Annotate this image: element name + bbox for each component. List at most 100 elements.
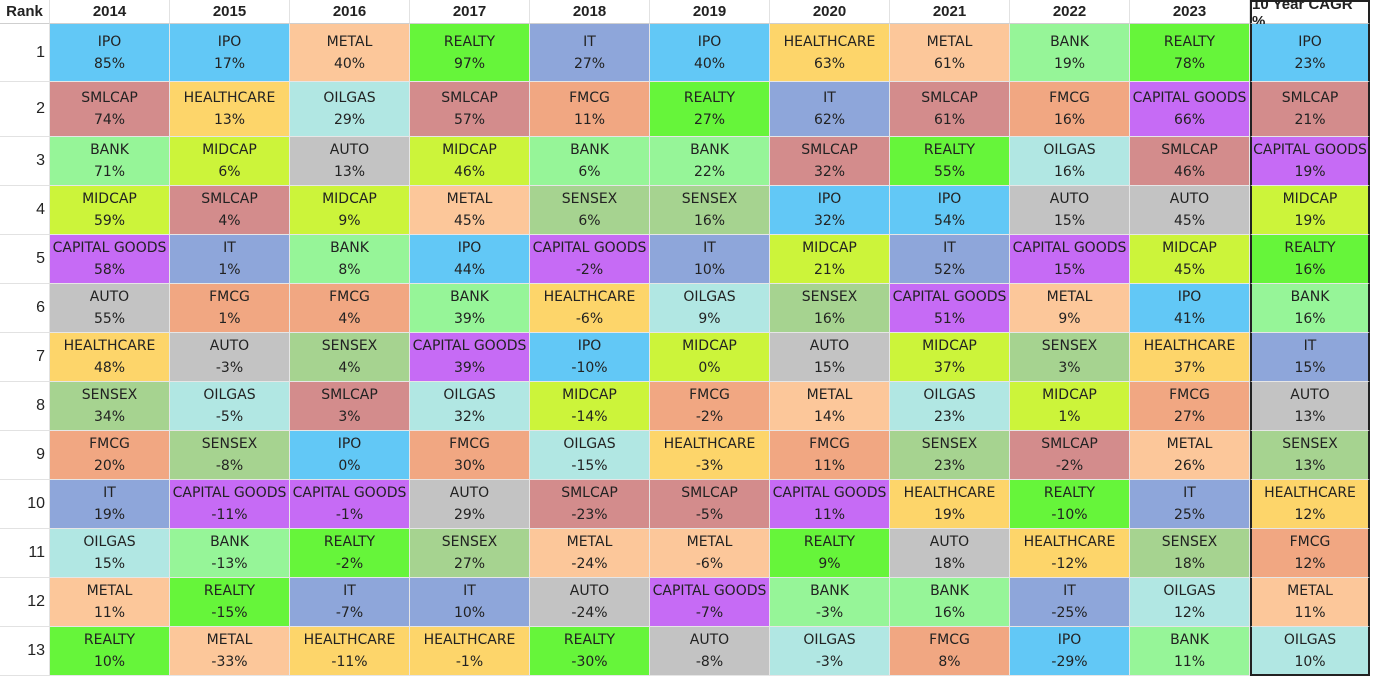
- sector-cell: IT 62%: [770, 82, 890, 137]
- return-value: 17%: [213, 55, 246, 72]
- return-value: -7%: [695, 605, 724, 621]
- return-value: 19%: [1294, 213, 1326, 229]
- sector-cell: SMLCAP 32%: [770, 137, 890, 186]
- rank-label: 3: [0, 137, 50, 186]
- return-value: 8%: [938, 654, 961, 670]
- return-value: -23%: [571, 507, 608, 523]
- sector-cell: AUTO -8%: [650, 627, 770, 676]
- sector-cell: FMCG -2%: [650, 382, 770, 431]
- sector-cell: SENSEX 27%: [410, 529, 530, 578]
- return-value: 13%: [333, 164, 366, 180]
- sector-name: MIDCAP: [1162, 240, 1217, 256]
- sector-name: SENSEX: [321, 338, 378, 354]
- sector-name: HEALTHCARE: [183, 90, 276, 106]
- return-value: 85%: [93, 55, 126, 72]
- sector-name: METAL: [326, 33, 373, 50]
- return-value: 18%: [933, 556, 966, 572]
- sector-name: REALTY: [1284, 240, 1336, 256]
- return-value: 41%: [1173, 311, 1206, 327]
- sector-name: SENSEX: [1161, 534, 1218, 550]
- return-value: 57%: [453, 112, 486, 128]
- return-value: 40%: [693, 55, 726, 72]
- return-value: 11%: [1294, 605, 1326, 621]
- sector-name: SMLCAP: [921, 90, 978, 106]
- sector-name: BANK: [570, 142, 609, 158]
- sector-cell: METAL 9%: [1010, 284, 1130, 333]
- return-value: -11%: [211, 507, 248, 523]
- sector-name: HEALTHCARE: [1264, 485, 1356, 501]
- sector-cell: IT 52%: [890, 235, 1010, 284]
- sector-name: IT: [703, 240, 716, 256]
- sector-name: MIDCAP: [922, 338, 977, 354]
- sector-cell: CAPITAL GOODS 11%: [770, 480, 890, 529]
- return-value: 62%: [813, 112, 846, 128]
- sector-cell: CAPITAL GOODS 58%: [50, 235, 170, 284]
- sector-name: HEALTHCARE: [543, 289, 636, 305]
- sector-cell: OILGAS 15%: [50, 529, 170, 578]
- sector-cell: IPO 40%: [650, 24, 770, 82]
- sector-cell: SENSEX 23%: [890, 431, 1010, 480]
- return-value: 45%: [1173, 213, 1206, 229]
- sector-name: HEALTHCARE: [1143, 338, 1236, 354]
- sector-cell: REALTY 78%: [1130, 24, 1250, 82]
- return-value: 59%: [93, 213, 126, 229]
- return-value: -30%: [571, 654, 608, 670]
- sector-cell: MIDCAP 0%: [650, 333, 770, 382]
- sector-name: FMCG: [1169, 387, 1210, 403]
- sector-name: FMCG: [809, 436, 850, 452]
- rank-label: 11: [0, 529, 50, 578]
- return-value: 4%: [338, 360, 361, 376]
- cagr-cell: HEALTHCARE 12%: [1250, 480, 1370, 529]
- return-value: 16%: [1053, 112, 1086, 128]
- return-value: 63%: [813, 55, 846, 72]
- return-value: 27%: [693, 112, 726, 128]
- sector-name: SENSEX: [681, 191, 738, 207]
- rank-label: 4: [0, 186, 50, 235]
- return-value: -33%: [211, 654, 248, 670]
- sector-cell: IPO 32%: [770, 186, 890, 235]
- return-value: -2%: [575, 262, 604, 278]
- sector-cell: IT 1%: [170, 235, 290, 284]
- sector-name: CAPITAL GOODS: [52, 240, 167, 256]
- year-header: 2020: [770, 0, 890, 24]
- sector-cell: AUTO 55%: [50, 284, 170, 333]
- return-value: 4%: [338, 311, 361, 327]
- sector-name: BANK: [1290, 289, 1330, 305]
- rank-label: 10: [0, 480, 50, 529]
- sector-name: BANK: [210, 534, 249, 550]
- sector-cell: IPO -29%: [1010, 627, 1130, 676]
- return-value: -5%: [215, 409, 244, 425]
- return-value: -3%: [215, 360, 244, 376]
- cagr-cell: REALTY 16%: [1250, 235, 1370, 284]
- return-value: 0%: [338, 458, 361, 474]
- sector-cell: FMCG 30%: [410, 431, 530, 480]
- return-value: 9%: [698, 311, 721, 327]
- return-value: -6%: [695, 556, 724, 572]
- return-value: 11%: [813, 507, 846, 523]
- sector-cell: AUTO 18%: [890, 529, 1010, 578]
- sector-cell: BANK 16%: [890, 578, 1010, 627]
- sector-cell: MIDCAP 45%: [1130, 235, 1250, 284]
- sector-cell: SMLCAP -2%: [1010, 431, 1130, 480]
- return-value: 55%: [93, 311, 126, 327]
- return-value: 32%: [813, 164, 846, 180]
- cagr-header: 10 Year CAGR %: [1250, 0, 1370, 30]
- sector-name: CAPITAL GOODS: [292, 485, 407, 501]
- return-value: 11%: [813, 458, 846, 474]
- sector-name: CAPITAL GOODS: [412, 338, 527, 354]
- sector-cell: MIDCAP -14%: [530, 382, 650, 431]
- return-value: 4%: [218, 213, 241, 229]
- sector-cell: FMCG 1%: [170, 284, 290, 333]
- return-value: -12%: [1051, 556, 1088, 572]
- sector-name: MIDCAP: [442, 142, 497, 158]
- sector-name: REALTY: [1043, 485, 1096, 501]
- sector-cell: OILGAS 23%: [890, 382, 1010, 431]
- return-value: 44%: [453, 262, 486, 278]
- sector-cell: BANK 22%: [650, 137, 770, 186]
- sector-name: FMCG: [689, 387, 730, 403]
- return-value: -14%: [571, 409, 608, 425]
- sector-cell: METAL 40%: [290, 24, 410, 82]
- sector-name: IPO: [337, 436, 362, 452]
- sector-cell: IPO 54%: [890, 186, 1010, 235]
- year-header: 2018: [530, 0, 650, 24]
